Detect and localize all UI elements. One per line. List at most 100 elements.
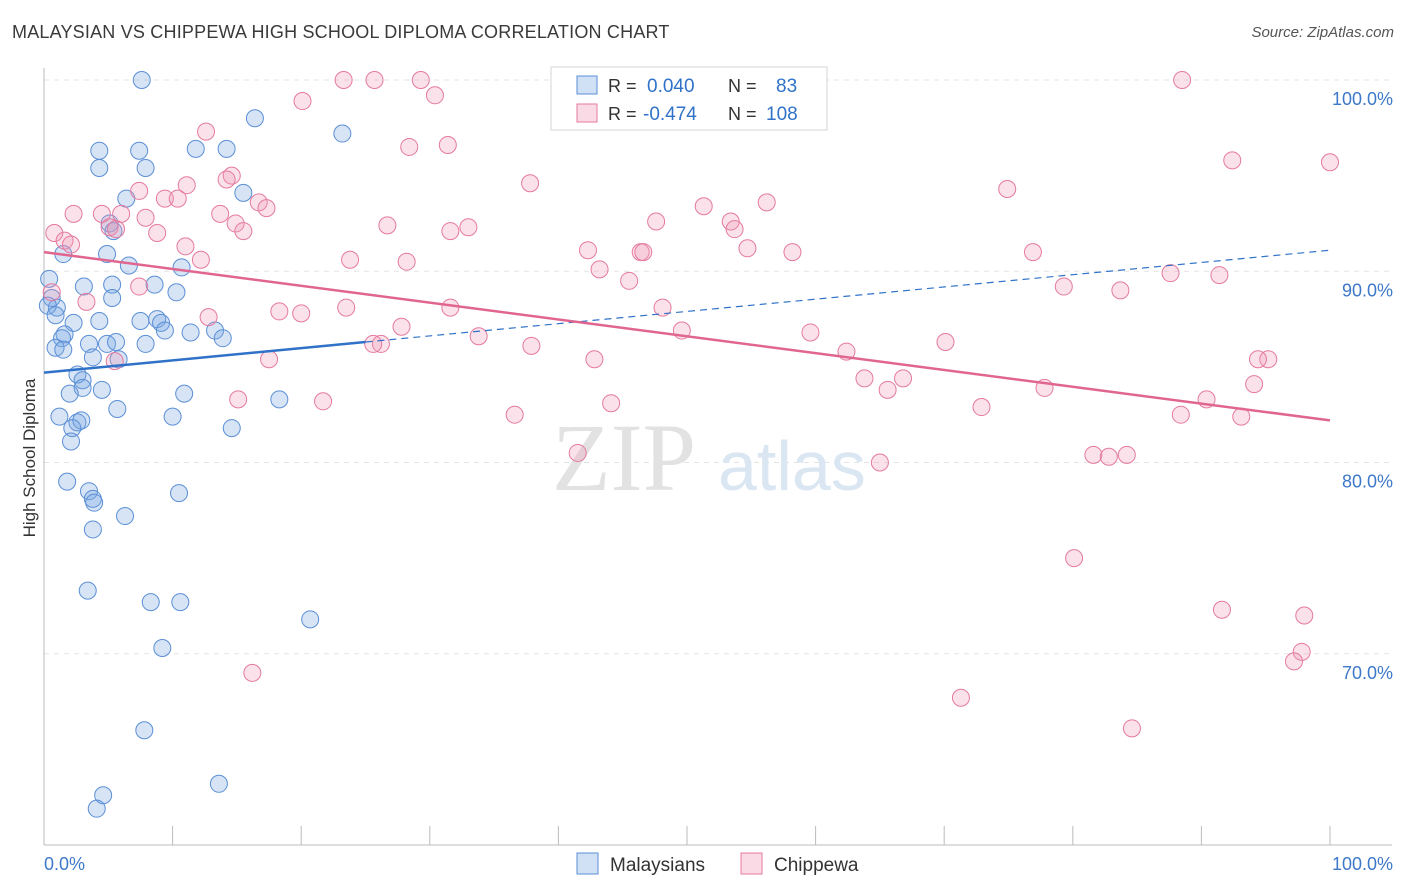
chippewa-point (337, 298, 356, 317)
malaysians-point (119, 256, 138, 275)
chippewa-point (314, 392, 333, 411)
malaysians-point (186, 139, 205, 158)
malaysians-point (85, 493, 104, 512)
chippewa-point (459, 218, 478, 237)
malaysians-point (155, 321, 174, 340)
malaysians-point (135, 721, 154, 740)
chippewa-point (226, 214, 245, 233)
legend-n-value-malaysians: 83 (776, 76, 797, 97)
chippewa-point (1210, 266, 1229, 285)
malaysians-point (213, 329, 232, 348)
legend-r-label-chippewa: R = (608, 104, 637, 124)
chippewa-point (211, 204, 230, 223)
chippewa-point (197, 122, 216, 141)
legend-r-value-chippewa: -0.474 (643, 104, 697, 125)
legend-r-value-malaysians: 0.040 (647, 76, 695, 97)
chippewa-point (1122, 719, 1141, 738)
chippewa-point (568, 443, 587, 462)
chippewa-point (602, 394, 621, 413)
chippewa-point (578, 241, 597, 260)
malaysians-point (73, 371, 92, 390)
malaysians-point (172, 258, 191, 277)
chippewa-point (1284, 652, 1303, 671)
malaysians-point (103, 289, 122, 308)
malaysians-point (63, 419, 82, 438)
chippewa-point (1111, 281, 1130, 300)
chippewa-point (1054, 277, 1073, 296)
chippewa-point (130, 277, 149, 296)
malaysians-point (245, 109, 264, 128)
chippewa-point (585, 350, 604, 369)
chippewa-point (1321, 153, 1339, 172)
malaysians-point (90, 311, 109, 330)
chippewa-point (364, 334, 383, 353)
malaysians-point (163, 407, 182, 426)
chippewa-point (725, 220, 744, 239)
y-tick-label: 100.0% (1332, 89, 1393, 109)
malaysians-point (301, 610, 320, 629)
chippewa-point (293, 92, 312, 111)
malaysians-point (90, 141, 109, 160)
malaysians-point (175, 384, 194, 403)
legend-swatch-malaysians (576, 75, 598, 95)
malaysians-point (167, 283, 186, 302)
chippewa-point (1023, 243, 1042, 262)
chippewa-point (870, 453, 889, 472)
malaysians-point (132, 71, 151, 89)
malaysians-point (40, 269, 59, 288)
malaysians-point (74, 277, 93, 296)
malaysians-point (72, 411, 91, 430)
chippewa-point (469, 327, 488, 346)
chippewa-point (1292, 642, 1311, 661)
malaysians-point (54, 340, 73, 359)
malaysians-point (153, 639, 172, 658)
legend-n-value-chippewa: 108 (766, 104, 798, 125)
watermark-atlas: atlas (718, 427, 866, 505)
chippewa-point (441, 298, 460, 317)
chippewa-point (334, 71, 353, 89)
chippewa-point (378, 216, 397, 235)
chippewa-point (1212, 600, 1231, 619)
malaysians-point (78, 581, 97, 600)
chippewa-point (155, 189, 174, 208)
chippewa-point (936, 333, 955, 352)
chippewa-point (590, 260, 609, 279)
chippewa-point (217, 170, 236, 189)
chippewa-point (292, 304, 311, 323)
chippewa-point (1065, 549, 1084, 568)
malaysians-point (209, 774, 228, 793)
chippewa-point (411, 71, 430, 89)
chippewa-point (694, 197, 713, 216)
chippewa-point (757, 193, 776, 212)
malaysians-point (46, 338, 65, 357)
x-tick-label: 0.0% (44, 854, 85, 874)
chippewa-point (1223, 151, 1242, 170)
chippewa-point (738, 239, 757, 258)
chippewa-point (1117, 445, 1136, 464)
chippewa-point (229, 390, 248, 409)
chippewa-point (130, 181, 149, 200)
malaysians-trendline-extension (365, 249, 1331, 343)
malaysians-point (46, 306, 65, 325)
chippewa-point (400, 137, 419, 156)
chippewa-point (177, 176, 196, 195)
chippewa-point (260, 350, 279, 369)
chippewa-point (112, 204, 131, 223)
chippewa-point (620, 271, 639, 290)
chippewa-point (634, 243, 653, 262)
malaysians-point (83, 348, 102, 367)
chippewa-point (998, 180, 1017, 199)
watermark-zip: ZIP (552, 404, 696, 511)
series-legend: Malaysians Chippewa (576, 852, 859, 876)
malaysians-point (50, 407, 69, 426)
malaysians-point (181, 323, 200, 342)
chippewa-point (176, 237, 195, 256)
chippewa-point (148, 224, 167, 242)
legend-r-label-malaysians: R = (608, 76, 637, 96)
malaysians-point (62, 432, 81, 451)
malaysians-point (171, 593, 190, 612)
chippewa-point (392, 317, 411, 336)
x-tick-label: 100.0% (1332, 854, 1393, 874)
malaysians-point (58, 472, 77, 491)
